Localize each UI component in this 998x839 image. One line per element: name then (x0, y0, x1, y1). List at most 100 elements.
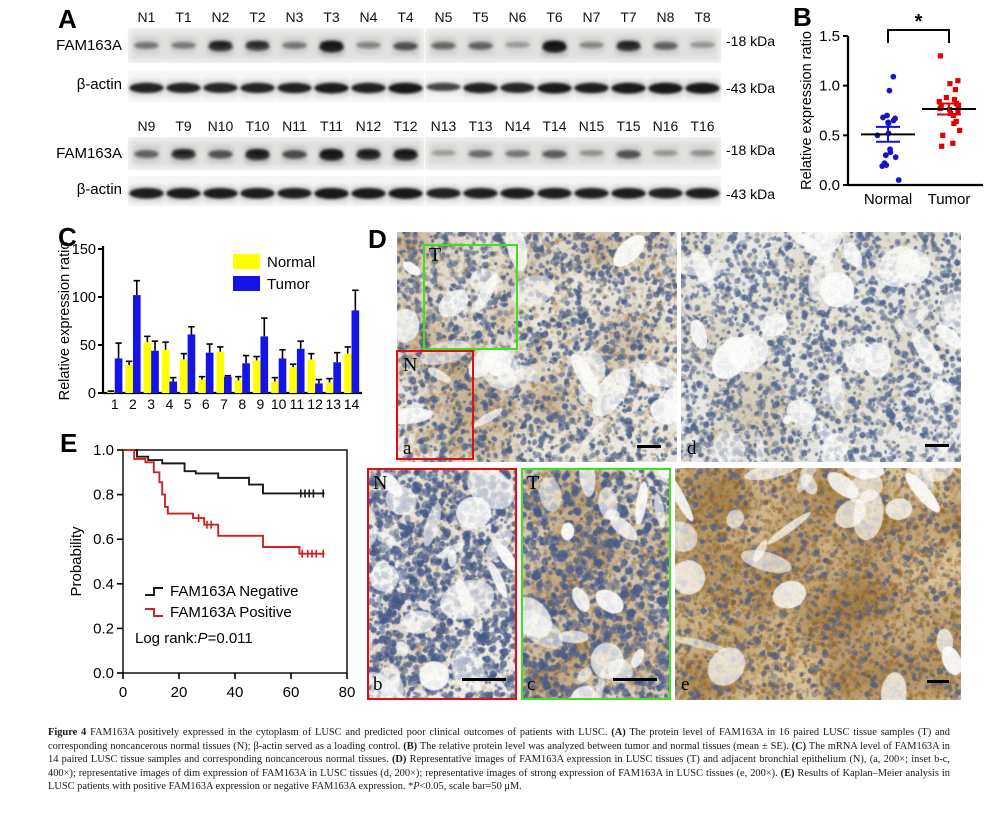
ihc-image-b (367, 468, 517, 700)
error-bar (352, 290, 358, 310)
error-bar (225, 376, 231, 377)
error-bar (345, 347, 351, 354)
error-bar (181, 354, 187, 360)
lane-label-n6: N6 (509, 9, 527, 25)
panel-c-xtick-4: 4 (165, 396, 173, 412)
panel-e-ytick-0.8: 0.8 (93, 487, 114, 504)
panel-b-ytick-0.5: 0.5 (819, 127, 840, 144)
scatter-point-normal (896, 177, 902, 183)
kda-label-2: -18 kDa (726, 142, 775, 158)
lane-label-n9: N9 (138, 118, 156, 134)
ihc-sublabel-a: a (403, 438, 411, 460)
lane-label-t11: T11 (320, 118, 343, 134)
bar-normal-9 (253, 360, 261, 393)
panel-e-ytick-1.0: 1.0 (93, 442, 114, 459)
error-bar (134, 281, 140, 295)
error-bar (152, 341, 158, 351)
scatter-point-normal (887, 88, 893, 94)
scatter-point-tumor (953, 87, 958, 92)
panel-c-xtick-12: 12 (307, 396, 323, 412)
scatter-point-normal (879, 163, 885, 169)
scatter-point-tumor (957, 128, 962, 133)
error-bar (108, 391, 114, 392)
panel-c-ytick-100: 100 (72, 290, 96, 306)
error-bar (162, 342, 168, 350)
bar-normal-11 (289, 367, 297, 393)
bar-normal-5 (180, 359, 188, 393)
lane-label-n7: N7 (583, 9, 601, 25)
lane-label-t14: T14 (542, 118, 566, 134)
lane-label-n3: N3 (286, 9, 304, 25)
bar-tumor-12 (315, 383, 323, 393)
blot-row-label-3: β-actin (77, 181, 122, 198)
mean-se-marker (922, 104, 976, 115)
blot-row-label-0: FAM163A (56, 37, 122, 54)
km-curve-positive (123, 450, 325, 554)
error-bar (279, 350, 285, 359)
scatter-point-tumor (947, 81, 952, 86)
panel-c-ytick-0: 0 (88, 386, 96, 402)
figure-caption-label: Figure 4 (48, 727, 86, 738)
panel-b-scatter-plot: 0.0 0.5 1.0 1.5 Relative expression ratio * No… (795, 0, 998, 222)
panel-c-xtick-11: 11 (290, 396, 305, 412)
kda-label-3: -43 kDa (726, 186, 775, 202)
scatter-point-tumor (951, 121, 956, 126)
error-bar (298, 341, 304, 349)
panel-c-xtick-7: 7 (220, 396, 228, 412)
panel-c-ylabel: Relative expression ratio (57, 242, 73, 401)
bar-tumor-7 (224, 377, 232, 393)
error-bar (126, 361, 132, 365)
panel-b-ytick-1.5: 1.5 (819, 28, 840, 45)
panel-e-xtick-40: 40 (227, 684, 244, 701)
lane-label-t9: T9 (175, 118, 192, 134)
panel-b-ytick-1.0: 1.0 (819, 78, 840, 95)
lane-label-n4: N4 (360, 9, 378, 25)
figure-caption: Figure 4 FAM163A positively expressed in… (48, 726, 950, 794)
panel-b-group-label-tumor: Tumor (928, 191, 971, 208)
error-bar (290, 364, 296, 367)
lane-label-t15: T15 (616, 118, 640, 134)
panel-e-legend-label-positive: FAM163A Positive (170, 604, 292, 621)
scale-bar-a (637, 445, 661, 448)
lane-label-n13: N13 (431, 118, 457, 134)
panel-e-xtick-60: 60 (283, 684, 300, 701)
lane-label-t2: T2 (249, 9, 266, 25)
scatter-point-normal (891, 118, 897, 124)
error-bar (272, 378, 278, 382)
bar-normal-13 (326, 382, 334, 393)
bar-tumor-4 (169, 381, 177, 393)
lane-label-n1: N1 (138, 9, 156, 25)
error-bar (261, 318, 267, 336)
lane-label-t10: T10 (245, 118, 269, 134)
lane-label-t7: T7 (620, 9, 637, 25)
panel-c-xtick-10: 10 (271, 396, 287, 412)
ihc-sublabel-c: c (527, 674, 535, 696)
ihc-image-c (521, 468, 671, 700)
panel-c-xtick-13: 13 (326, 396, 342, 412)
ihc-sublabel-d: d (687, 438, 697, 460)
bar-normal-2 (125, 365, 133, 393)
mean-se-marker (861, 127, 915, 142)
error-bar (326, 379, 332, 383)
error-bar (115, 343, 121, 358)
panel-e-legend-glyph-positive (145, 609, 163, 616)
panel-e-xtick-80: 80 (339, 684, 356, 701)
panel-c-xtick-14: 14 (344, 396, 360, 412)
bar-tumor-2 (133, 295, 141, 393)
kda-label-0: -18 kDa (726, 33, 775, 49)
bar-tumor-5 (188, 334, 196, 393)
panel-b-group-label-normal: Normal (864, 191, 912, 208)
scatter-point-normal (880, 115, 886, 121)
scatter-point-normal (883, 152, 889, 158)
panel-e-ytick-0.4: 0.4 (93, 576, 114, 593)
panel-c-ytick-150: 150 (72, 242, 96, 258)
error-bar (199, 377, 205, 380)
kda-label-1: -43 kDa (726, 80, 775, 96)
panel-c-legend-label-tumor: Tumor (267, 276, 310, 293)
bar-tumor-1 (115, 358, 123, 393)
ihc-image-e (675, 468, 961, 700)
scatter-point-tumor (944, 95, 949, 100)
lane-label-n15: N15 (579, 118, 605, 134)
bar-normal-14 (344, 354, 352, 393)
error-bar (188, 327, 194, 335)
